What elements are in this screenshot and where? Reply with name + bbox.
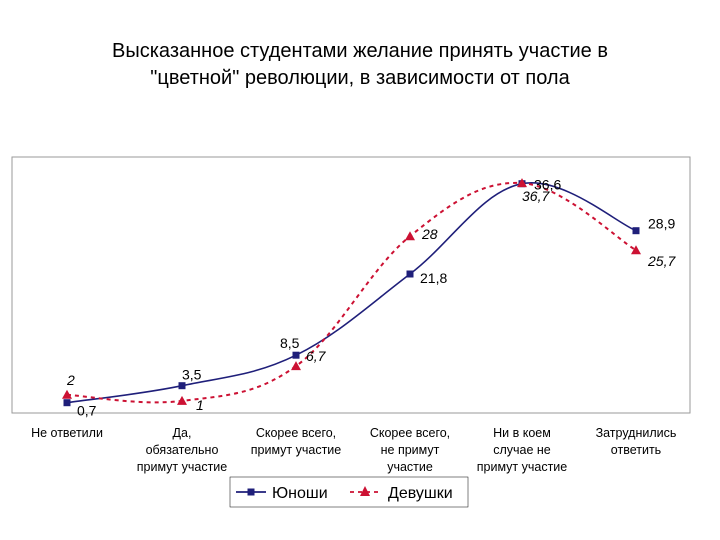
data-labels: 0,7 3,5 8,5 21,8 36,6 28,9 2 1 6,7 28 36,7 25,7: [66, 177, 676, 419]
series-line-boys: [66, 182, 637, 404]
data-label-boys-3: 21,8: [420, 270, 447, 286]
category-label-4-0: Ни в коем: [493, 426, 551, 440]
legend-marker-boys: [247, 488, 255, 496]
marker-boys-5: [632, 227, 640, 235]
series-markers: [62, 178, 641, 407]
legend: Юноши Девушки: [229, 476, 469, 508]
data-label-girls-3: 28: [421, 226, 438, 242]
data-label-girls-4: 36,7: [522, 188, 550, 204]
plot-area-frame: [11, 156, 691, 414]
data-label-boys-4: 36,6: [534, 177, 561, 193]
category-label-1-0: Да,: [173, 426, 192, 440]
category-label-2-1: примут участие: [251, 443, 342, 457]
data-label-girls-5: 25,7: [647, 253, 676, 269]
legend-label-girls: Девушки: [388, 485, 453, 502]
marker-boys-2: [292, 351, 300, 359]
category-label-3-1: не примут: [381, 443, 440, 457]
data-label-girls-0: 2: [66, 372, 75, 388]
marker-girls-2: [291, 361, 301, 371]
data-label-boys-1: 3,5: [182, 367, 202, 383]
marker-boys-1: [178, 382, 186, 390]
marker-girls-3: [405, 231, 415, 241]
marker-girls-4: [517, 178, 527, 188]
category-label-4-1: случае не: [493, 443, 551, 457]
category-label-5-0: Затруднились: [596, 426, 677, 440]
legend-frame: [229, 476, 469, 508]
category-label-3-2: участие: [387, 460, 433, 474]
marker-boys-3: [406, 270, 414, 278]
marker-girls-1: [177, 395, 187, 405]
chart-title: Высказанное студентами желание принять у…: [0, 38, 720, 92]
data-label-boys-2: 8,5: [280, 335, 300, 351]
marker-girls-5: [631, 245, 641, 255]
category-labels: Не ответили Да, обязательно примут участие С…: [31, 426, 676, 474]
category-label-5-1: ответить: [611, 443, 661, 457]
category-label-2-0: Скорее всего,: [256, 426, 336, 440]
chart-title-line-2: "цветной" революции, в зависимости от по…: [150, 67, 570, 89]
marker-boys-0: [63, 399, 71, 407]
legend-marker-girls: [360, 486, 370, 496]
data-label-boys-5: 28,9: [648, 216, 675, 232]
category-label-0-0: Не ответили: [31, 426, 103, 440]
data-label-girls-1: 1: [196, 397, 204, 413]
data-label-boys-0: 0,7: [77, 403, 97, 419]
category-label-1-2: примут участие: [137, 460, 228, 474]
category-label-1-1: обязательно: [146, 443, 219, 457]
chart-title-line-1: Высказанное студентами желание принять у…: [112, 40, 608, 62]
category-label-4-2: примут участие: [477, 460, 568, 474]
category-label-3-0: Скорее всего,: [370, 426, 450, 440]
data-label-girls-2: 6,7: [306, 348, 327, 364]
marker-girls-0: [62, 389, 72, 399]
legend-label-boys: Юноши: [272, 485, 328, 502]
